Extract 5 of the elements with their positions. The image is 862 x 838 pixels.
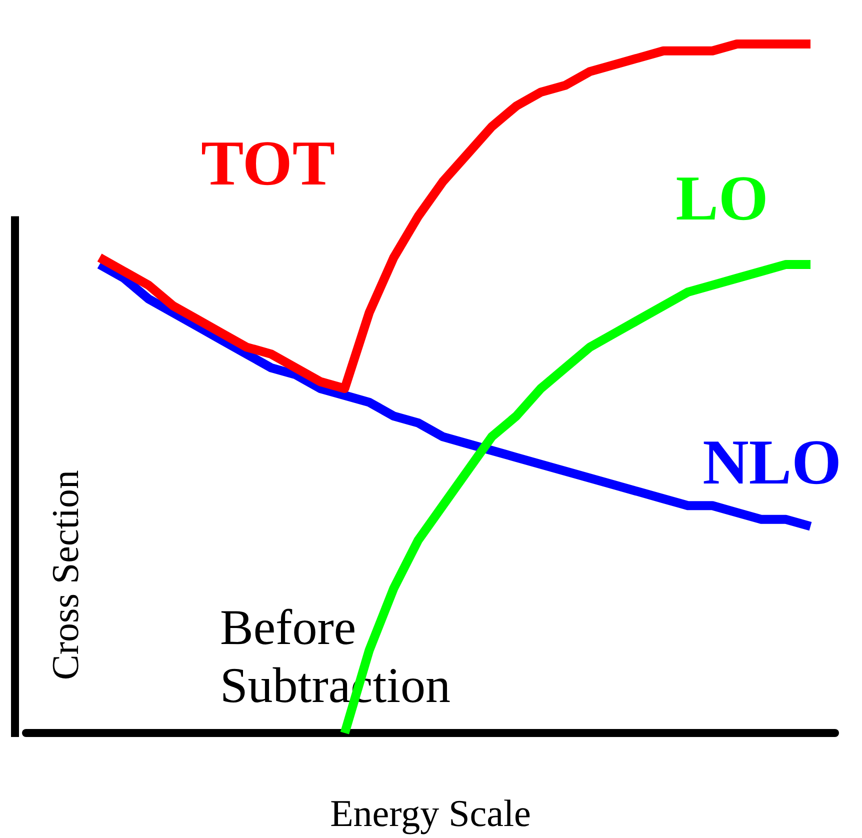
- series-label: LO: [676, 162, 768, 234]
- series-label: TOT: [201, 128, 335, 198]
- series-label: NLO: [702, 426, 842, 498]
- y-axis-title: Cross Section: [45, 470, 87, 680]
- x-axis-title: Energy Scale: [330, 793, 531, 835]
